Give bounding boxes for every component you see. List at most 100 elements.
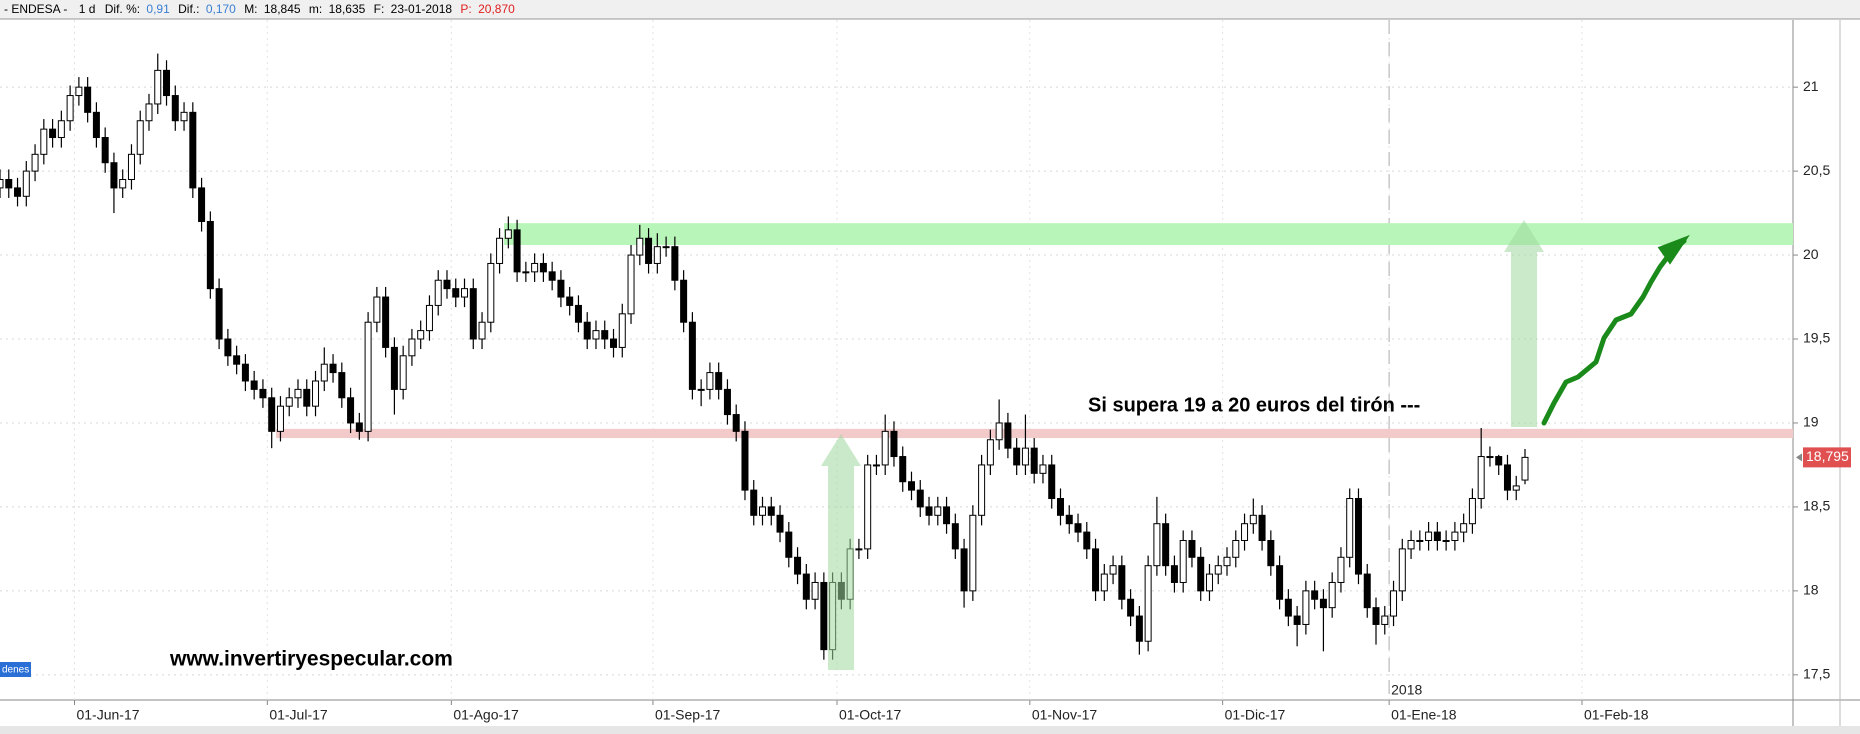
- candle-body: [1074, 523, 1082, 533]
- candle-body: [469, 288, 477, 340]
- candle-body: [31, 153, 39, 172]
- candle-body: [513, 229, 521, 273]
- tab[interactable]: [0, 662, 31, 677]
- label: F:: [374, 2, 385, 16]
- arrow-shaft: [828, 466, 854, 670]
- candle-body: [259, 388, 267, 399]
- watermark: www.invertiryespecular.com: [169, 648, 453, 671]
- candle-body: [1249, 514, 1257, 525]
- candle-body: [1390, 590, 1398, 617]
- label: m:: [309, 2, 322, 16]
- candle-body: [539, 262, 547, 273]
- arrow-head: [821, 434, 861, 466]
- candle-body: [1477, 456, 1485, 500]
- candle-body: [434, 279, 442, 306]
- candle-body: [1372, 607, 1380, 625]
- x-tick-label: 01-Oct-17: [839, 707, 901, 723]
- y-tick-label: 20: [1803, 246, 1819, 262]
- year-label: 2018: [1391, 682, 1422, 698]
- candle-body: [1407, 539, 1415, 550]
- candle-body: [1241, 523, 1249, 541]
- candle-body: [951, 523, 959, 550]
- plot-area: [0, 20, 1793, 700]
- candle-body: [583, 321, 591, 340]
- candle-body: [750, 489, 758, 516]
- candle-body: [1363, 573, 1371, 609]
- candle-body: [364, 321, 372, 432]
- candle-body: [338, 372, 346, 399]
- candle-body: [461, 288, 469, 298]
- candle-body: [1381, 615, 1389, 625]
- candle-body: [119, 179, 127, 189]
- footer-bar: [0, 726, 1860, 734]
- price-tag-label: 18,795: [1806, 448, 1849, 464]
- candle-body: [645, 237, 653, 264]
- candle-body: [557, 279, 565, 298]
- candle-body: [592, 330, 600, 340]
- candle-body: [671, 246, 679, 281]
- candle-body: [1425, 531, 1433, 541]
- x-tick-label: 01-Dic-17: [1225, 707, 1286, 723]
- dif: 0,170: [206, 2, 236, 16]
- candle-body: [250, 380, 258, 390]
- candle-body: [627, 254, 635, 315]
- candle-body: [872, 464, 880, 467]
- candle-body: [1188, 539, 1196, 558]
- candle-body: [180, 111, 188, 122]
- candle-body: [1346, 498, 1354, 558]
- candle-body: [1302, 590, 1310, 625]
- tab-label[interactable]: denes: [2, 665, 29, 676]
- y-tick-label: 18,5: [1803, 498, 1830, 514]
- candle-body: [934, 506, 942, 516]
- x-tick-label: 01-Sep-17: [655, 707, 721, 723]
- candle-body: [478, 321, 486, 340]
- candle-body: [329, 363, 337, 374]
- price-tag: [1803, 447, 1851, 468]
- candle-body: [14, 187, 22, 197]
- candle-body: [1170, 565, 1178, 583]
- candle-body: [1214, 565, 1222, 575]
- candle-body: [1004, 422, 1012, 449]
- candle-body: [40, 128, 48, 155]
- dif-pct: 0,91: [146, 2, 170, 16]
- candle-body: [776, 514, 784, 533]
- candle-body: [285, 397, 293, 407]
- candle-body: [548, 271, 556, 281]
- candle-body: [662, 246, 670, 249]
- candle-body: [1495, 456, 1503, 466]
- price-pointer: [1796, 453, 1802, 462]
- candle-body: [1486, 456, 1494, 459]
- candle-body: [1442, 539, 1450, 542]
- candle-body: [1118, 565, 1126, 600]
- symbol: - ENDESA -: [4, 2, 67, 16]
- candle-body: [1013, 447, 1021, 466]
- candle-body: [653, 246, 661, 264]
- zone-band: [503, 223, 1793, 245]
- period: 1 d: [79, 2, 96, 16]
- candle-body: [1232, 539, 1240, 558]
- candle-body: [452, 288, 460, 298]
- candle-body: [601, 330, 609, 340]
- candle-body: [294, 388, 302, 399]
- candle-body: [1416, 539, 1424, 542]
- candle-body: [1021, 447, 1029, 466]
- candle-body: [49, 128, 57, 139]
- candle-body: [1284, 598, 1292, 617]
- candle-body: [224, 338, 232, 357]
- candle-body: [5, 179, 13, 189]
- candle-body: [22, 170, 30, 197]
- plot-marks: 18,795 Si supera 19 a 20 euros del tirón …: [0, 53, 1851, 671]
- candle-body: [767, 506, 775, 516]
- x-tick-label: 01-Jul-17: [269, 707, 328, 723]
- arrow-up-left: [821, 434, 861, 670]
- candle-body: [697, 388, 705, 391]
- x-tick-label: 01-Nov-17: [1032, 707, 1098, 723]
- y-tick-label: 17,5: [1803, 666, 1830, 682]
- candle-body: [408, 338, 416, 357]
- candle-body: [312, 380, 320, 407]
- date: 23-01-2018: [391, 2, 453, 16]
- candle-body: [101, 137, 109, 164]
- candle-body: [531, 262, 539, 273]
- candle-body: [0, 179, 4, 189]
- candle-body: [943, 506, 951, 525]
